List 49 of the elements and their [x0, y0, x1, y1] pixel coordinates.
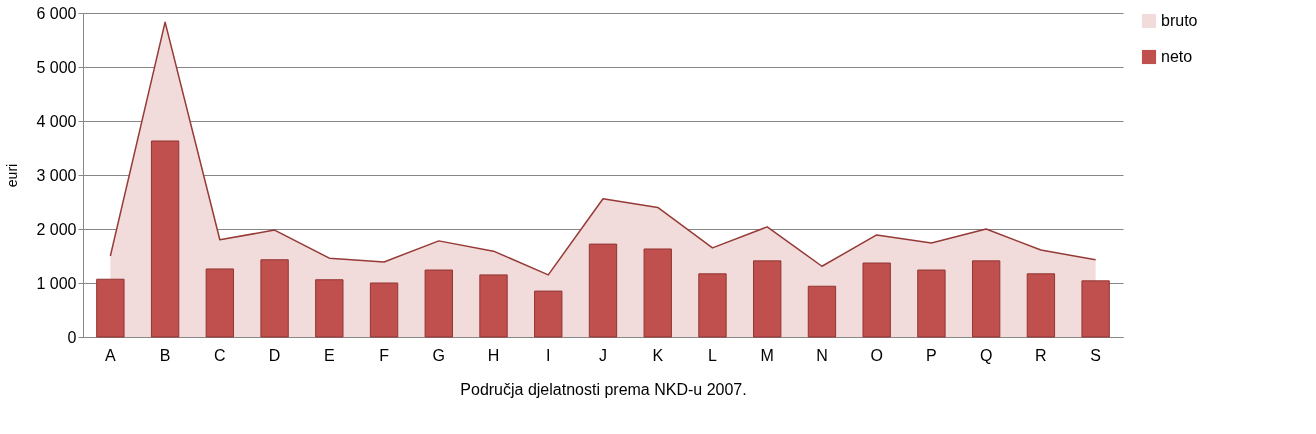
y-tick-label: 3 000	[36, 166, 77, 184]
x-tick-label: K	[652, 346, 664, 364]
x-tick-label: I	[546, 346, 551, 364]
bar	[424, 269, 453, 338]
x-tick-label: D	[268, 346, 281, 364]
legend-label: neto	[1161, 48, 1193, 65]
x-tick-label: J	[599, 346, 607, 364]
x-tick-label: P	[926, 346, 937, 364]
bar	[862, 262, 891, 338]
y-tick-label: 4 000	[36, 112, 77, 130]
bar	[807, 285, 837, 338]
x-tick-label: A	[105, 346, 117, 364]
x-tick-label: G	[432, 346, 446, 364]
bar	[260, 259, 289, 338]
x-tick-label: E	[323, 346, 335, 364]
y-tick-label: 1 000	[36, 274, 77, 292]
bar	[369, 282, 399, 338]
x-tick-label: F	[379, 346, 390, 364]
bar	[753, 260, 782, 338]
x-tick-label: R	[1035, 346, 1047, 364]
bar	[588, 243, 618, 338]
y-tick-label: 6 000	[36, 4, 77, 22]
x-tick-label: O	[870, 346, 883, 364]
y-axis-title: euri	[4, 163, 21, 188]
bar	[479, 274, 508, 338]
x-tick-label: L	[708, 346, 718, 364]
y-tick-label: 0	[67, 328, 77, 346]
x-axis-title: Područja djelatnosti prema NKD-u 2007.	[460, 380, 747, 398]
x-tick-label: M	[760, 346, 774, 364]
bar	[1081, 280, 1110, 338]
x-tick-label: Q	[979, 346, 993, 364]
x-tick-label: B	[159, 346, 171, 364]
bar	[643, 248, 672, 338]
legend-label: bruto	[1161, 12, 1198, 29]
bar	[1026, 273, 1056, 338]
bar	[205, 268, 235, 338]
bar	[698, 273, 727, 338]
y-tick-label: 5 000	[36, 58, 77, 76]
x-tick-label: H	[487, 346, 500, 364]
bar	[315, 279, 344, 338]
x-tick-label: S	[1090, 346, 1101, 364]
bar	[917, 269, 946, 338]
bar	[150, 140, 180, 338]
bar	[96, 278, 125, 338]
x-tick-label: N	[816, 346, 828, 364]
x-tick-label: C	[214, 346, 226, 364]
bar	[534, 290, 563, 338]
bar	[971, 260, 1001, 338]
y-tick-label: 2 000	[36, 220, 77, 238]
